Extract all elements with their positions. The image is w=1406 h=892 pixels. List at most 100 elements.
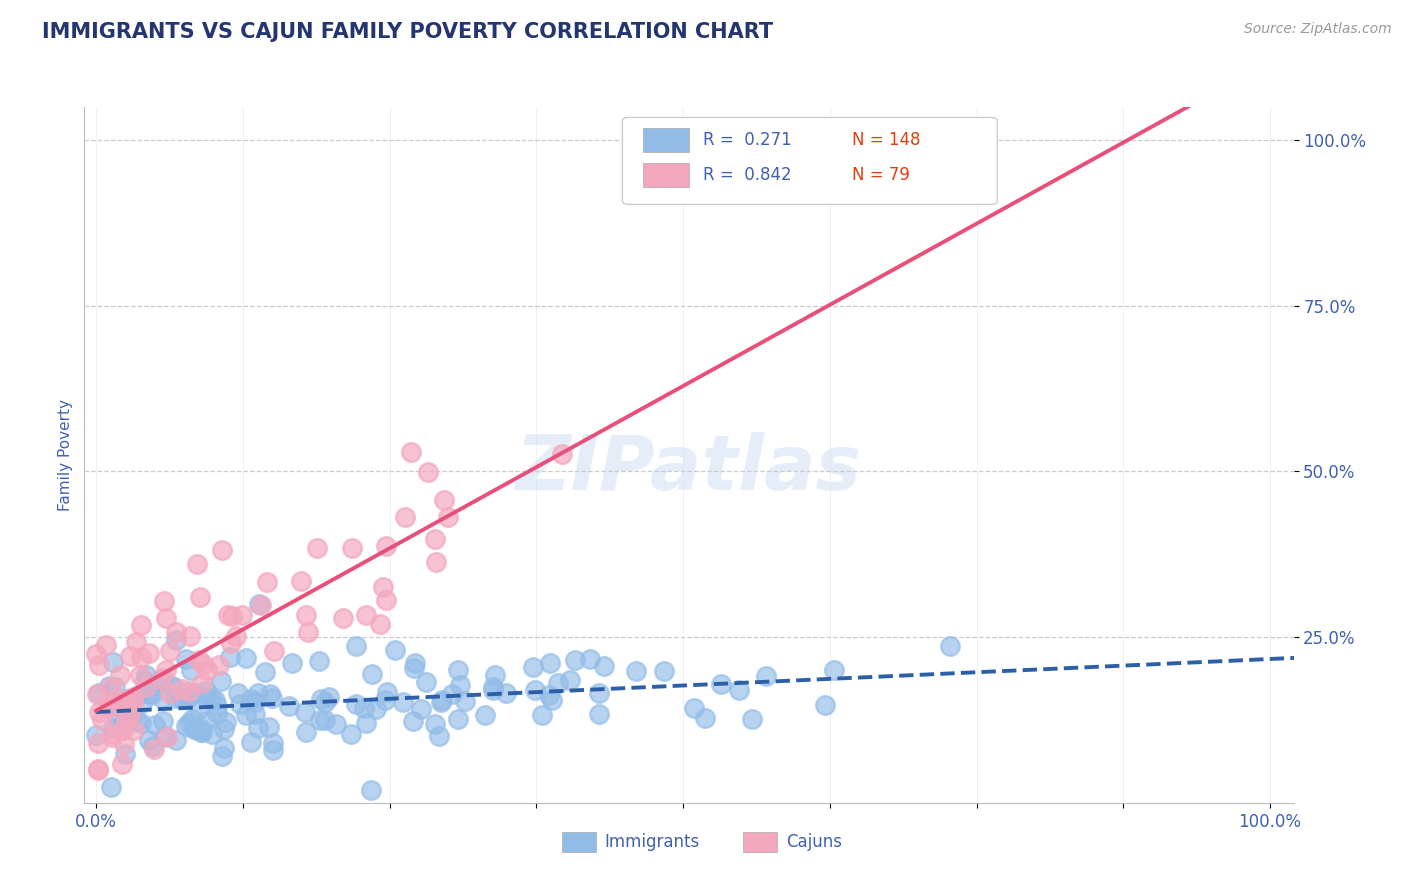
Point (225, 629, 247, 643)
Point (564, 653, 586, 667)
Point (342, 541, 364, 555)
Point (183, 723, 205, 737)
Point (159, 685, 181, 699)
Point (129, 688, 152, 702)
Point (155, 611, 177, 625)
Point (262, 691, 284, 706)
Point (683, 700, 706, 714)
Point (194, 684, 217, 698)
Point (215, 714, 238, 729)
Point (111, 702, 134, 716)
Point (375, 593, 398, 607)
Point (447, 712, 470, 726)
Point (447, 663, 470, 677)
Point (96, 638, 118, 652)
Point (165, 624, 187, 639)
Point (90, 713, 112, 727)
Point (188, 701, 211, 715)
Point (191, 676, 214, 690)
Point (239, 735, 262, 749)
Point (166, 732, 188, 747)
Point (250, 598, 273, 612)
Point (247, 597, 270, 611)
Point (180, 664, 202, 678)
Point (425, 556, 447, 570)
Point (693, 711, 716, 725)
Text: R =  0.271: R = 0.271 (703, 131, 792, 149)
Point (262, 743, 284, 757)
Point (437, 510, 460, 524)
Point (112, 737, 135, 751)
Point (174, 652, 197, 666)
Point (368, 617, 391, 632)
Point (226, 686, 249, 700)
Point (484, 668, 506, 682)
Point (411, 701, 433, 715)
Point (200, 691, 222, 706)
Point (404, 656, 426, 670)
Point (143, 742, 166, 756)
Point (626, 664, 648, 678)
Point (101, 727, 124, 741)
Point (654, 664, 676, 678)
Point (441, 687, 464, 701)
Point (156, 730, 179, 744)
Point (209, 674, 232, 689)
Point (229, 697, 252, 711)
Point (86, 687, 108, 701)
Point (135, 680, 157, 694)
Point (194, 714, 217, 728)
Y-axis label: Family Poverty: Family Poverty (58, 399, 73, 511)
Point (89, 685, 111, 699)
Point (160, 679, 183, 693)
Point (430, 695, 453, 709)
Point (118, 707, 141, 722)
Point (256, 575, 278, 590)
Point (551, 447, 574, 461)
Point (427, 729, 450, 743)
Point (212, 740, 235, 755)
Point (165, 681, 187, 695)
Point (108, 668, 131, 682)
Point (155, 663, 177, 677)
Point (86, 647, 108, 661)
Point (89, 705, 111, 719)
Point (294, 607, 316, 622)
Point (177, 684, 200, 698)
Point (344, 697, 367, 711)
Point (214, 722, 236, 736)
Point (354, 607, 377, 622)
Text: Cajuns: Cajuns (786, 833, 842, 852)
Point (221, 609, 243, 624)
Point (558, 673, 581, 687)
Point (547, 676, 569, 690)
Point (195, 663, 218, 677)
Point (495, 686, 517, 700)
Point (179, 629, 201, 643)
FancyBboxPatch shape (623, 118, 997, 204)
Point (259, 720, 281, 734)
Point (247, 721, 270, 735)
Point (129, 667, 152, 681)
Point (281, 656, 304, 670)
Point (340, 727, 363, 741)
Point (523, 683, 546, 698)
Point (710, 677, 733, 691)
Point (190, 722, 212, 736)
Point (314, 696, 336, 710)
Point (374, 693, 396, 707)
Text: IMMIGRANTS VS CAJUN FAMILY POVERTY CORRELATION CHART: IMMIGRANTS VS CAJUN FAMILY POVERTY CORRE… (42, 22, 773, 42)
Point (344, 639, 367, 653)
Point (108, 699, 131, 714)
Point (402, 661, 425, 675)
Point (115, 692, 138, 706)
Bar (643, 162, 689, 187)
Point (366, 702, 388, 716)
Point (449, 678, 471, 692)
Point (138, 733, 160, 747)
Point (240, 691, 263, 706)
Point (98, 680, 121, 694)
Point (108, 692, 131, 706)
Point (97, 696, 120, 710)
Point (354, 716, 377, 731)
